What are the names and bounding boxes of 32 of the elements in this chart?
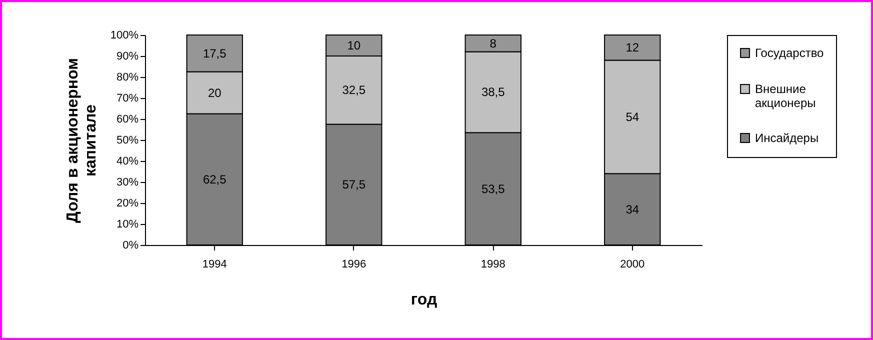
- x-tick-label: 1996: [342, 258, 366, 270]
- data-label: 53,5: [481, 182, 506, 196]
- y-tick-label: 20%: [116, 198, 139, 210]
- legend-label: Государство: [755, 46, 824, 60]
- data-label: 57,5: [342, 178, 366, 192]
- y-tick-label: 10%: [116, 218, 139, 230]
- data-label: 54: [626, 110, 640, 124]
- legend-label: Внешние акционеры: [755, 82, 816, 110]
- data-label: 10: [347, 38, 361, 52]
- x-tick-label: 2000: [620, 258, 645, 270]
- y-tick-label: 100%: [110, 30, 139, 42]
- x-axis-title: год: [410, 292, 438, 308]
- y-tick-label: 30%: [116, 176, 139, 188]
- data-label: 8: [490, 36, 497, 50]
- data-label: 62,5: [202, 172, 227, 186]
- data-label: 32,5: [342, 83, 366, 98]
- y-tick-label: 90%: [116, 50, 139, 62]
- x-tick-label: 1994: [202, 258, 227, 270]
- data-label: 38,5: [481, 85, 506, 100]
- y-tick-label: 60%: [116, 114, 139, 126]
- data-label: 34: [626, 202, 640, 216]
- y-tick-label: 50%: [116, 134, 139, 146]
- y-tick-label: 0%: [122, 240, 139, 252]
- y-tick-label: 40%: [116, 156, 139, 168]
- data-label: 17,5: [202, 46, 227, 60]
- y-tick-label: 80%: [116, 72, 139, 84]
- data-label: 20: [208, 86, 222, 100]
- x-tick-label: 1998: [480, 258, 506, 270]
- y-tick-label: 70%: [116, 92, 139, 104]
- y-axis-title: Доля в акционерном капитале: [64, 58, 100, 223]
- legend-label: Инсайдеры: [755, 131, 819, 145]
- data-label: 12: [626, 40, 640, 55]
